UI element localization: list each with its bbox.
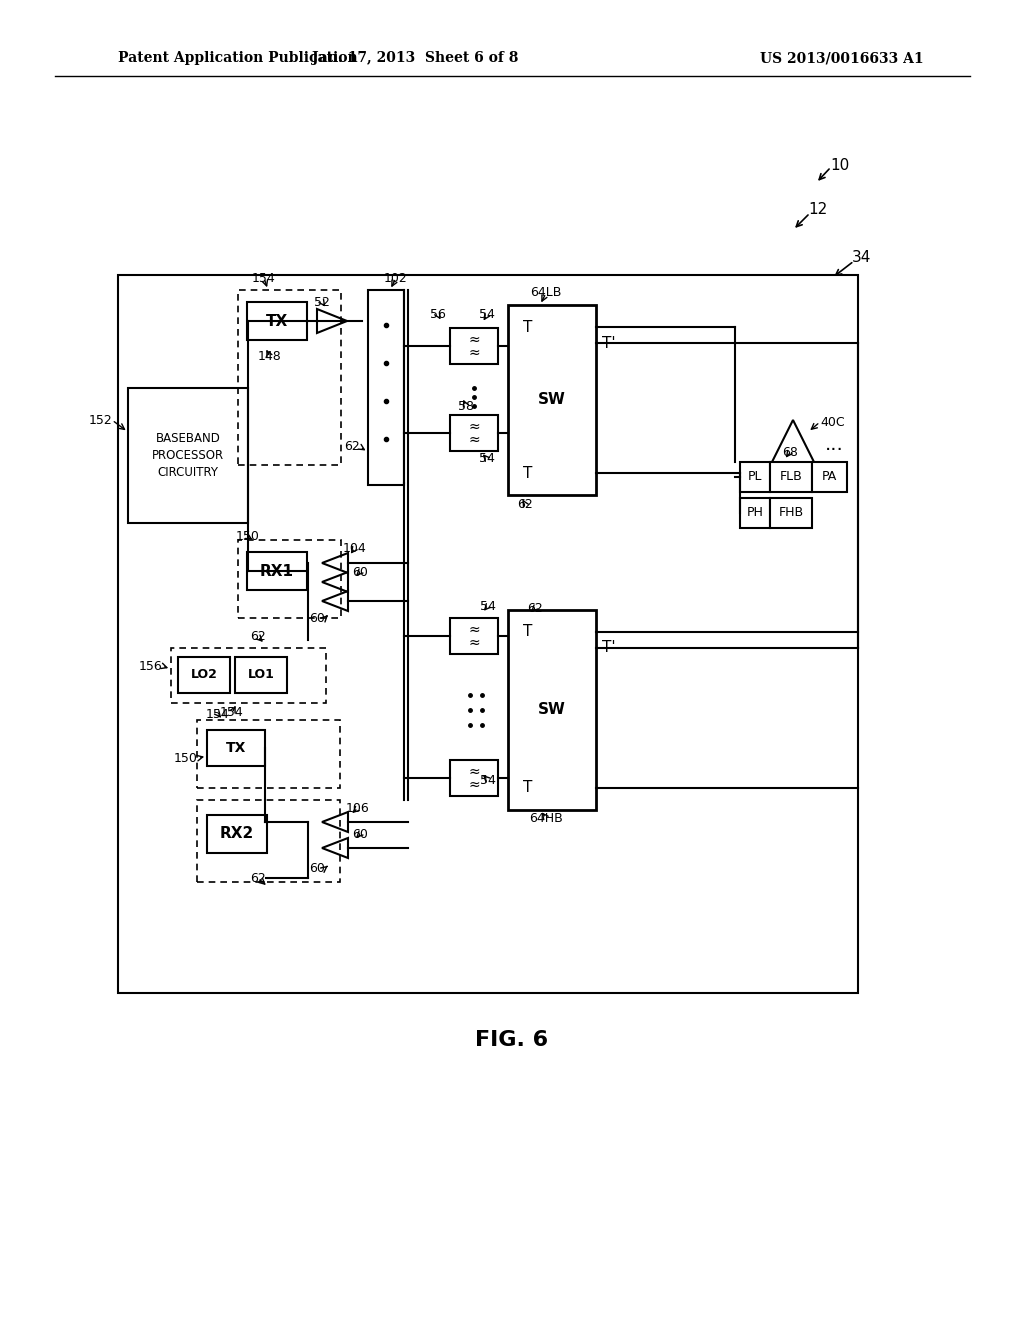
Text: 154: 154: [220, 706, 244, 719]
Text: T: T: [523, 319, 532, 334]
Bar: [178, 657, 230, 693]
Text: 60: 60: [352, 828, 368, 841]
Text: 150: 150: [237, 531, 260, 544]
Bar: [171, 648, 326, 704]
Text: ≈
≈: ≈ ≈: [468, 333, 480, 359]
Bar: [740, 498, 770, 528]
Text: ...: ...: [825, 436, 844, 454]
Text: 60: 60: [309, 611, 325, 624]
Bar: [740, 462, 770, 492]
Bar: [197, 800, 340, 882]
Bar: [812, 462, 847, 492]
Bar: [128, 388, 248, 523]
Bar: [450, 618, 498, 653]
Text: SW: SW: [538, 702, 566, 718]
Text: 54: 54: [480, 599, 496, 612]
Bar: [508, 305, 596, 495]
Text: 62: 62: [250, 871, 266, 884]
Text: LO1: LO1: [248, 668, 274, 681]
Text: 150: 150: [174, 751, 198, 764]
Text: 40C: 40C: [820, 416, 845, 429]
Text: 64LB: 64LB: [530, 286, 562, 300]
Text: US 2013/0016633 A1: US 2013/0016633 A1: [760, 51, 924, 65]
Text: 54: 54: [479, 453, 495, 466]
Text: T': T': [602, 335, 615, 351]
Text: 52: 52: [314, 296, 330, 309]
Text: RX2: RX2: [220, 826, 254, 842]
Text: PA: PA: [822, 470, 838, 483]
Bar: [247, 552, 307, 590]
Bar: [368, 290, 404, 484]
Text: 62: 62: [344, 441, 360, 454]
Text: T: T: [523, 624, 532, 639]
Bar: [450, 414, 498, 451]
Text: 58: 58: [458, 400, 474, 412]
Text: Patent Application Publication: Patent Application Publication: [118, 51, 357, 65]
Text: 102: 102: [384, 272, 408, 285]
Text: 104: 104: [343, 541, 367, 554]
Text: 148: 148: [258, 351, 282, 363]
Text: FLB: FLB: [779, 470, 803, 483]
Bar: [238, 290, 341, 465]
Text: 62: 62: [517, 498, 532, 511]
Text: 34: 34: [852, 251, 871, 265]
Text: TX: TX: [266, 314, 288, 329]
Text: 54: 54: [480, 774, 496, 787]
Text: FIG. 6: FIG. 6: [475, 1030, 549, 1049]
Text: BASEBAND
PROCESSOR
CIRCUITRY: BASEBAND PROCESSOR CIRCUITRY: [152, 432, 224, 479]
Text: LO2: LO2: [190, 668, 217, 681]
Bar: [508, 610, 596, 810]
Bar: [207, 814, 267, 853]
Text: PL: PL: [748, 470, 762, 483]
Bar: [238, 540, 341, 618]
Bar: [118, 275, 858, 993]
Text: 60: 60: [352, 565, 368, 578]
Text: 154: 154: [252, 272, 275, 285]
Text: 62: 62: [250, 631, 266, 644]
Bar: [770, 498, 812, 528]
Text: T: T: [523, 466, 532, 480]
Bar: [770, 462, 812, 492]
Text: FHB: FHB: [778, 507, 804, 520]
Text: 56: 56: [430, 309, 445, 322]
Text: 62: 62: [527, 602, 543, 615]
Bar: [247, 302, 307, 341]
Text: 68: 68: [782, 446, 798, 458]
Text: PH: PH: [746, 507, 764, 520]
Text: 154: 154: [206, 708, 229, 721]
Text: SW: SW: [538, 392, 566, 408]
Text: 152: 152: [88, 413, 112, 426]
Text: 54: 54: [479, 309, 495, 322]
Text: ≈
≈: ≈ ≈: [468, 420, 480, 446]
Bar: [450, 327, 498, 364]
Text: 12: 12: [808, 202, 827, 218]
Text: RX1: RX1: [260, 564, 294, 578]
Bar: [207, 730, 265, 766]
Text: 106: 106: [346, 801, 370, 814]
Text: T': T': [602, 640, 615, 656]
Text: 10: 10: [830, 157, 849, 173]
Text: ≈
≈: ≈ ≈: [468, 764, 480, 792]
Text: ≈
≈: ≈ ≈: [468, 623, 480, 649]
Text: T: T: [523, 780, 532, 796]
Text: Jan. 17, 2013  Sheet 6 of 8: Jan. 17, 2013 Sheet 6 of 8: [312, 51, 518, 65]
Bar: [197, 719, 340, 788]
Text: TX: TX: [226, 741, 246, 755]
Bar: [450, 760, 498, 796]
Bar: [234, 657, 287, 693]
Text: 64HB: 64HB: [529, 812, 563, 825]
Text: 156: 156: [138, 660, 162, 672]
Text: 60: 60: [309, 862, 325, 874]
